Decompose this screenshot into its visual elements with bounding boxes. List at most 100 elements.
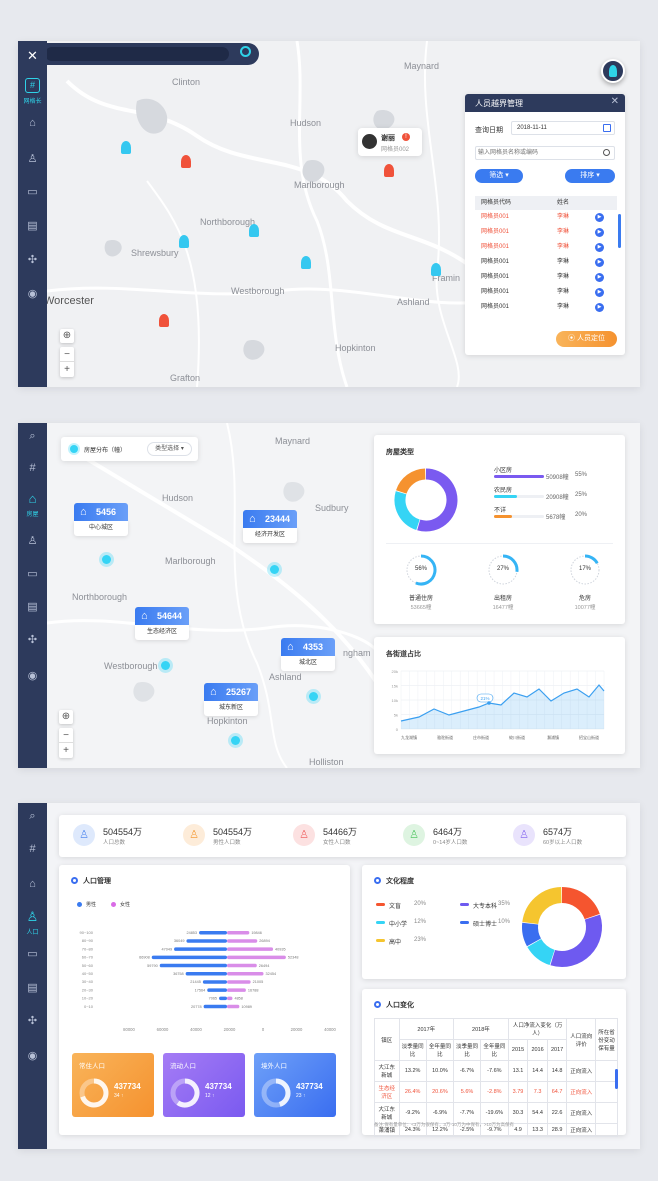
user-icon[interactable]: ♙ (27, 153, 38, 165)
table-row[interactable]: 萧涌镇 24.3% 12.2% -2.5% -9.7% 4.9 13.3 28.9 正向流入 (374, 1123, 618, 1137)
folder-icon[interactable]: ▭ (27, 186, 38, 198)
locate-button[interactable]: ⊕ (59, 710, 73, 724)
home-icon[interactable]: ⌂ (29, 878, 36, 890)
legend-count: 20908幢 (546, 495, 569, 501)
calendar-icon[interactable] (603, 124, 611, 132)
play-icon[interactable]: ▶ (595, 288, 604, 297)
building-icon[interactable]: ▤ (27, 982, 38, 994)
table-row[interactable]: 网格员001 李琳 ▶ (475, 225, 617, 240)
area-dot[interactable] (231, 736, 240, 745)
user-icon[interactable]: ♙ (26, 909, 39, 924)
puzzle-icon[interactable]: ✣ (27, 634, 38, 646)
population-type-card[interactable]: 流动人口 437734 12 ↑ (163, 1053, 245, 1117)
date-field[interactable]: 2018-11-11 (511, 121, 615, 135)
zoom-in-button[interactable]: + (64, 364, 70, 375)
table-row[interactable]: 网格员001 李琳 ▶ (475, 210, 617, 225)
table-row[interactable]: 网格员001 李琳 ▶ (475, 300, 617, 315)
table-row[interactable]: 网格员001 李琳 ▶ (475, 240, 617, 255)
stat-icon: ♙ (73, 824, 95, 846)
target-icon[interactable]: ◉ (27, 670, 38, 682)
zoom-out-button[interactable]: − (59, 728, 73, 743)
filter-button[interactable]: 筛选 ▾ (475, 169, 523, 183)
ring-pct: 27% (496, 566, 509, 572)
play-icon[interactable]: ▶ (595, 273, 604, 282)
population-type-card[interactable]: 境外人口 437734 23 ↑ (254, 1053, 336, 1117)
close-icon[interactable]: ✕ (610, 96, 619, 107)
table-row[interactable]: 大江东新城 13.2% 10.0% -6.7% -7.6% 13.1 14.4 14.8 正向流… (374, 1060, 618, 1082)
zoom-in-button[interactable]: + (63, 745, 69, 756)
search-input[interactable] (47, 47, 229, 61)
home-icon[interactable]: ⌂ (29, 117, 36, 129)
alert-member-pin[interactable] (181, 155, 191, 168)
alert-member-pin[interactable] (384, 164, 394, 177)
map-search-bar[interactable] (47, 43, 259, 65)
close-icon[interactable]: ✕ (27, 48, 38, 63)
target-icon[interactable]: ◉ (27, 1050, 38, 1062)
zoom-out-button[interactable]: − (60, 347, 74, 362)
play-icon[interactable]: ▶ (595, 213, 604, 222)
search-icon[interactable]: ⌕ (29, 810, 36, 822)
target-icon[interactable]: ◉ (27, 288, 38, 300)
locate-person-button[interactable]: ⦿ 人员定位 (556, 331, 617, 347)
locate-button[interactable]: ⊕ (60, 329, 74, 343)
folder-icon[interactable]: ▭ (27, 948, 38, 960)
play-icon[interactable]: ▶ (595, 303, 604, 312)
map[interactable]: Maynard Hudson Sudbury Marlborough North… (47, 423, 640, 768)
puzzle-icon[interactable]: ✣ (27, 254, 38, 266)
card-label: 常住人口 (79, 1063, 105, 1070)
population-type-card[interactable]: 常住人口 437734 34 ↑ (72, 1053, 154, 1117)
population-card: 人口管理 男性 女性 90~100 24853 19846 80~90 36049 268… (59, 865, 350, 1135)
area-dot[interactable] (270, 565, 279, 574)
grid-icon[interactable]: # (25, 78, 40, 93)
profile-button[interactable] (601, 59, 625, 83)
search-icon[interactable]: ⌕ (29, 430, 36, 442)
user-icon[interactable]: ♙ (27, 535, 38, 547)
table-row[interactable]: 网格员001 李琳 ▶ (475, 270, 617, 285)
person-tooltip[interactable]: 谢丽 网格员002 ! (358, 128, 422, 156)
search-icon[interactable] (603, 149, 610, 156)
folder-icon[interactable]: ▭ (27, 568, 38, 580)
scrollbar[interactable] (618, 214, 621, 248)
puzzle-icon[interactable]: ✣ (27, 1015, 38, 1027)
member-search-field[interactable] (475, 146, 615, 160)
grid-icon[interactable]: # (29, 462, 36, 474)
zoom-controls[interactable]: − + (60, 347, 74, 377)
play-icon[interactable]: ▶ (595, 243, 604, 252)
male-bar (151, 955, 227, 960)
type-select[interactable]: 类型选择 ▾ (147, 442, 192, 456)
date-value: 2018-11-11 (517, 125, 547, 131)
zoom-controls[interactable]: − + (59, 728, 73, 758)
female-value: 10989 (241, 1005, 252, 1009)
table-row[interactable]: 生态经济区 26.4% 20.6% 5.6% -2.8% 3.79 7.3 64.7 正向流入 (374, 1081, 618, 1103)
area-dot[interactable] (309, 692, 318, 701)
area-dot[interactable] (161, 661, 170, 670)
table-row[interactable]: 大江东新城 -9.2% -6.9% -7.7% -19.6% 30.3 54.4 22.6 正向… (374, 1102, 618, 1124)
alert-member-pin[interactable] (159, 314, 169, 327)
building-icon[interactable]: ▤ (27, 220, 38, 232)
building-icon[interactable]: ▤ (27, 601, 38, 613)
home-icon[interactable]: ⌂ (28, 491, 37, 506)
play-icon[interactable]: ▶ (595, 258, 604, 267)
area-dot[interactable] (102, 555, 111, 564)
grid-member-pin[interactable] (121, 141, 131, 154)
grid-member-pin[interactable] (249, 224, 259, 237)
grid-member-pin[interactable] (301, 256, 311, 269)
map[interactable]: Clinton Maynard Hudson Marlborough North… (47, 41, 640, 387)
grid-member-pin[interactable] (179, 235, 189, 248)
table-row[interactable]: 网格员001 李琳 ▶ (475, 285, 617, 300)
locate-label: 人员定位 (576, 335, 605, 342)
grid-icon[interactable]: # (29, 843, 36, 855)
scrollbar[interactable] (615, 1069, 618, 1089)
play-icon[interactable]: ▶ (595, 228, 604, 237)
member-search-input[interactable] (478, 148, 596, 158)
table-row[interactable]: 网格员001 李琳 ▶ (475, 255, 617, 270)
search-icon[interactable] (240, 46, 251, 57)
grid-member-pin[interactable] (431, 263, 441, 276)
ring-pct: 17% (578, 566, 591, 572)
sort-button[interactable]: 排序 ▾ (565, 169, 615, 183)
